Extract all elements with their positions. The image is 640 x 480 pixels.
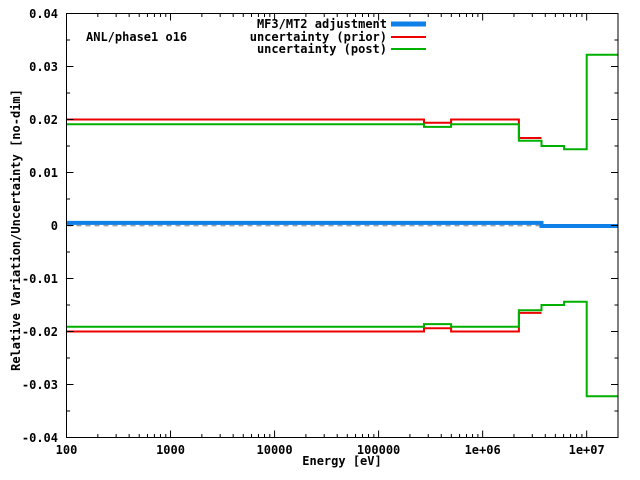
series-line-1 <box>66 311 542 333</box>
legend-label-uncertainty-prior: uncertainty (prior) <box>249 30 387 44</box>
y-tick-label: 0.04 <box>29 6 58 21</box>
x-axis-title: Energy [eV] <box>302 454 382 468</box>
y-tick-label: 0.02 <box>29 112 58 127</box>
x-tick-label: 1e+06 <box>464 443 501 457</box>
y-tick-label: -0.03 <box>21 377 58 392</box>
plot-title: ANL/phase1 o16 <box>86 30 188 44</box>
x-tick-label: 1000 <box>156 443 185 457</box>
legend-label-adjustment: MF3/MT2 adjustment <box>256 17 387 31</box>
x-tick-label: 100000 <box>356 443 401 457</box>
plot-frame <box>66 13 619 438</box>
y-axis-title: Relative Variation/Uncertainty [no-dim] <box>9 89 23 371</box>
series-line-0 <box>66 220 618 228</box>
y-tick-label: 0 <box>50 218 58 233</box>
series-line-2 <box>66 300 618 398</box>
y-tick-label: -0.04 <box>21 430 58 445</box>
x-tick-label: 1e+07 <box>568 443 605 457</box>
y-tick-label: 0.01 <box>29 165 58 180</box>
series-line-1 <box>66 118 542 139</box>
series-line-2 <box>66 53 618 151</box>
legend-label-uncertainty-post: uncertainty (post) <box>256 42 387 56</box>
y-tick-label: 0.03 <box>29 59 58 74</box>
y-tick-label: -0.01 <box>21 271 58 286</box>
y-tick-label: -0.02 <box>21 324 58 339</box>
x-tick-label: 100 <box>55 443 78 457</box>
x-tick-label: 10000 <box>256 443 293 457</box>
